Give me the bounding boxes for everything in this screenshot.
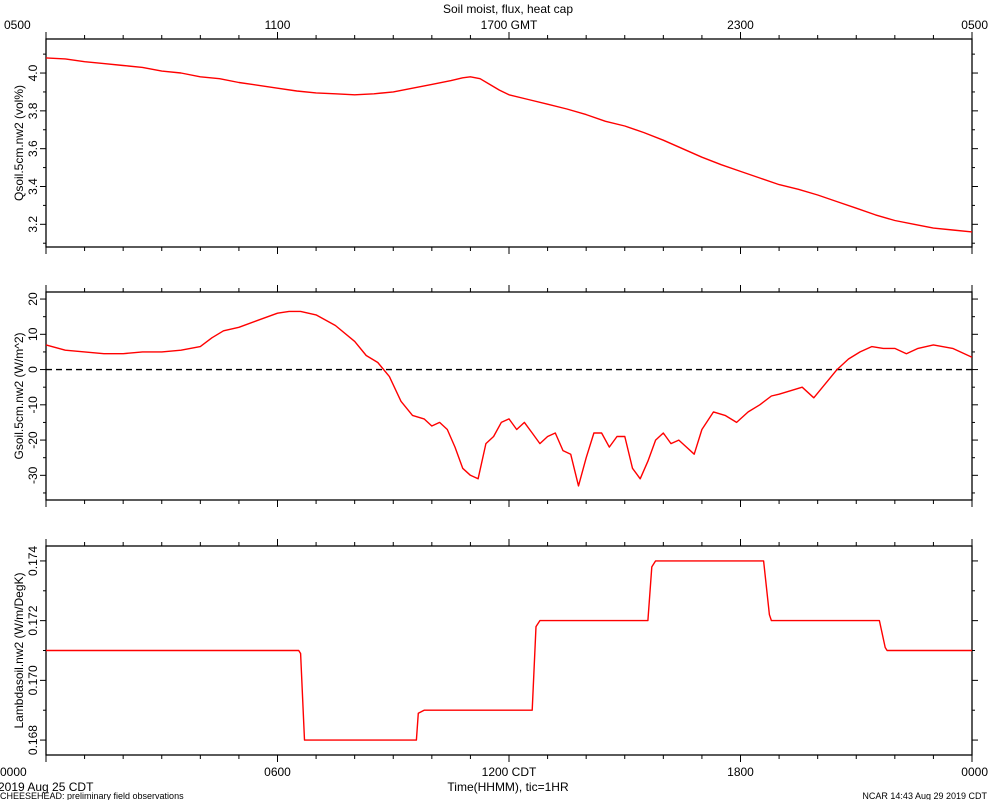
footer-stamp: NCAR 14:43 Aug 29 2019 CDT [862,791,987,800]
y-axis-label: Qsoil.5cm.nw2 (vol%) [12,85,26,201]
top-tick-label: 0500 [4,18,31,32]
y-axis-label: Gsoil.5cm.nw2 (W/m^2) [12,333,26,460]
panel-2: -30 -20 -10 0 10 20 Gsoil.5cm.nw2 (W/m^2) [12,285,978,507]
x-axis-label: Time(HHMM), tic=1HR [447,780,569,794]
top-tick-label: 0500 [961,18,988,32]
bottom-tick-label: 0000 [961,765,988,779]
y-tick-label: 3.6 [26,140,40,157]
y-axis-label: Lambdasoil.nw2 (W/m/DegK) [12,572,26,728]
y-tick-label: 10 [26,327,40,341]
series-line-Qsoil.5cm.nw2 [45,57,973,233]
series-line-Lambdasoil.nw2 [46,560,972,741]
y-tick-label: 0 [26,366,40,373]
plot-frame [45,38,973,248]
footer-project: CHEESEHEAD: preliminary field observatio… [0,791,184,800]
y-tick-label: 3.8 [26,102,40,119]
y-tick-label: -10 [26,396,40,414]
y-tick-label: -30 [26,466,40,484]
y-tick-label: 0.170 [26,665,40,695]
series-line-Gsoil.5cm.nw2 [45,310,973,487]
y-tick-label: 4.0 [26,64,40,81]
y-tick-label: 3.2 [26,216,40,233]
y-tick-label: 3.4 [26,178,40,195]
bottom-tick-label: 1200 CDT [482,765,537,779]
plot-frame [45,291,973,501]
y-tick-label: 0.172 [26,605,40,635]
top-tick-label: 2300 [727,18,754,32]
y-tick-label: -20 [26,431,40,449]
bottom-tick-label: 1800 [727,765,754,779]
y-tick-label: 20 [26,292,40,306]
top-tick-label: 1100 [265,18,291,32]
bottom-tick-label: 0000 [0,765,27,779]
y-tick-label: 0.174 [26,546,40,576]
chart-title: Soil moist, flux, heat cap [443,2,573,16]
bottom-tick-label: 0600 [264,765,291,779]
y-tick-label: 0.168 [26,725,40,755]
footer-date: 2019 Aug 25 CDT [0,780,94,794]
top-tick-label: 1700 GMT [481,18,538,32]
